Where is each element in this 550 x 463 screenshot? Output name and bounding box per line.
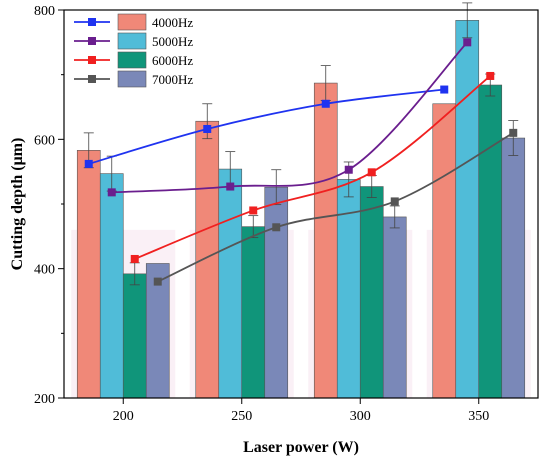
legend-marker-7000Hz xyxy=(88,75,96,83)
x-axis-title: Laser power (W) xyxy=(243,439,359,456)
line-7000Hz xyxy=(157,132,514,283)
legend-label-5000Hz: 5000Hz xyxy=(152,34,193,49)
marker-4000Hz-300 xyxy=(321,99,330,108)
x-tick-label: 200 xyxy=(113,409,134,424)
legend-swatch-6000Hz xyxy=(117,51,147,69)
legend-swatch-7000Hz xyxy=(117,70,147,88)
line-4000Hz xyxy=(88,88,445,165)
bar-7000Hz-250 xyxy=(264,186,289,399)
y-tick-label: 600 xyxy=(34,133,55,148)
marker-4000Hz-350 xyxy=(440,85,449,94)
y-tick-label: 800 xyxy=(34,4,55,19)
trend-lines xyxy=(84,38,518,286)
x-tick-label: 300 xyxy=(350,409,371,424)
marker-7000Hz-200 xyxy=(153,277,162,286)
legend-label-7000Hz: 7000Hz xyxy=(152,72,193,87)
legend-swatch-4000Hz xyxy=(117,13,147,31)
y-tick-label: 400 xyxy=(34,263,55,278)
bar-4000Hz-200 xyxy=(76,150,101,399)
bar-4000Hz-250 xyxy=(195,120,220,399)
x-tick-label: 250 xyxy=(231,409,252,424)
bar-5000Hz-350 xyxy=(455,20,480,399)
bar-7000Hz-300 xyxy=(382,216,407,399)
legend-label-4000Hz: 4000Hz xyxy=(152,15,193,30)
legend-marker-5000Hz xyxy=(88,37,96,45)
bar-6000Hz-350 xyxy=(478,84,503,399)
bar-4000Hz-300 xyxy=(313,82,338,399)
marker-6000Hz-350 xyxy=(486,71,495,80)
legend-label-6000Hz: 6000Hz xyxy=(152,53,193,68)
bar-4000Hz-350 xyxy=(432,103,457,399)
line-5000Hz xyxy=(111,41,468,194)
legend-marker-4000Hz xyxy=(88,18,96,26)
marker-7000Hz-300 xyxy=(390,197,399,206)
line-6000Hz xyxy=(134,75,491,260)
marker-7000Hz-350 xyxy=(509,128,518,137)
bar-5000Hz-200 xyxy=(99,173,124,399)
bar-6000Hz-300 xyxy=(359,186,384,399)
bar-6000Hz-250 xyxy=(241,226,266,399)
y-tick-label: 200 xyxy=(34,392,55,407)
axes: 200 400 600 800 200 250 300 350 xyxy=(34,4,489,424)
legend-swatch-5000Hz xyxy=(117,32,147,50)
marker-5000Hz-250 xyxy=(226,182,235,191)
bar-7000Hz-350 xyxy=(501,137,526,399)
y-axis-title: Cutting depth (μm) xyxy=(9,138,26,271)
marker-5000Hz-300 xyxy=(344,165,353,174)
bar-groups xyxy=(76,20,526,399)
bar-5000Hz-250 xyxy=(218,168,243,399)
marker-7000Hz-250 xyxy=(272,223,281,232)
bar-6000Hz-200 xyxy=(122,273,147,399)
marker-6000Hz-300 xyxy=(367,168,376,177)
marker-6000Hz-250 xyxy=(249,206,258,215)
legend-marker-6000Hz xyxy=(88,56,96,64)
legend: 4000Hz 5000Hz 6000Hz 7000Hz xyxy=(74,13,193,88)
marker-6000Hz-200 xyxy=(130,254,139,263)
x-tick-label: 350 xyxy=(468,409,489,424)
marker-4000Hz-200 xyxy=(84,159,93,168)
marker-5000Hz-350 xyxy=(463,38,472,47)
marker-5000Hz-200 xyxy=(107,188,116,197)
marker-4000Hz-250 xyxy=(203,124,212,133)
